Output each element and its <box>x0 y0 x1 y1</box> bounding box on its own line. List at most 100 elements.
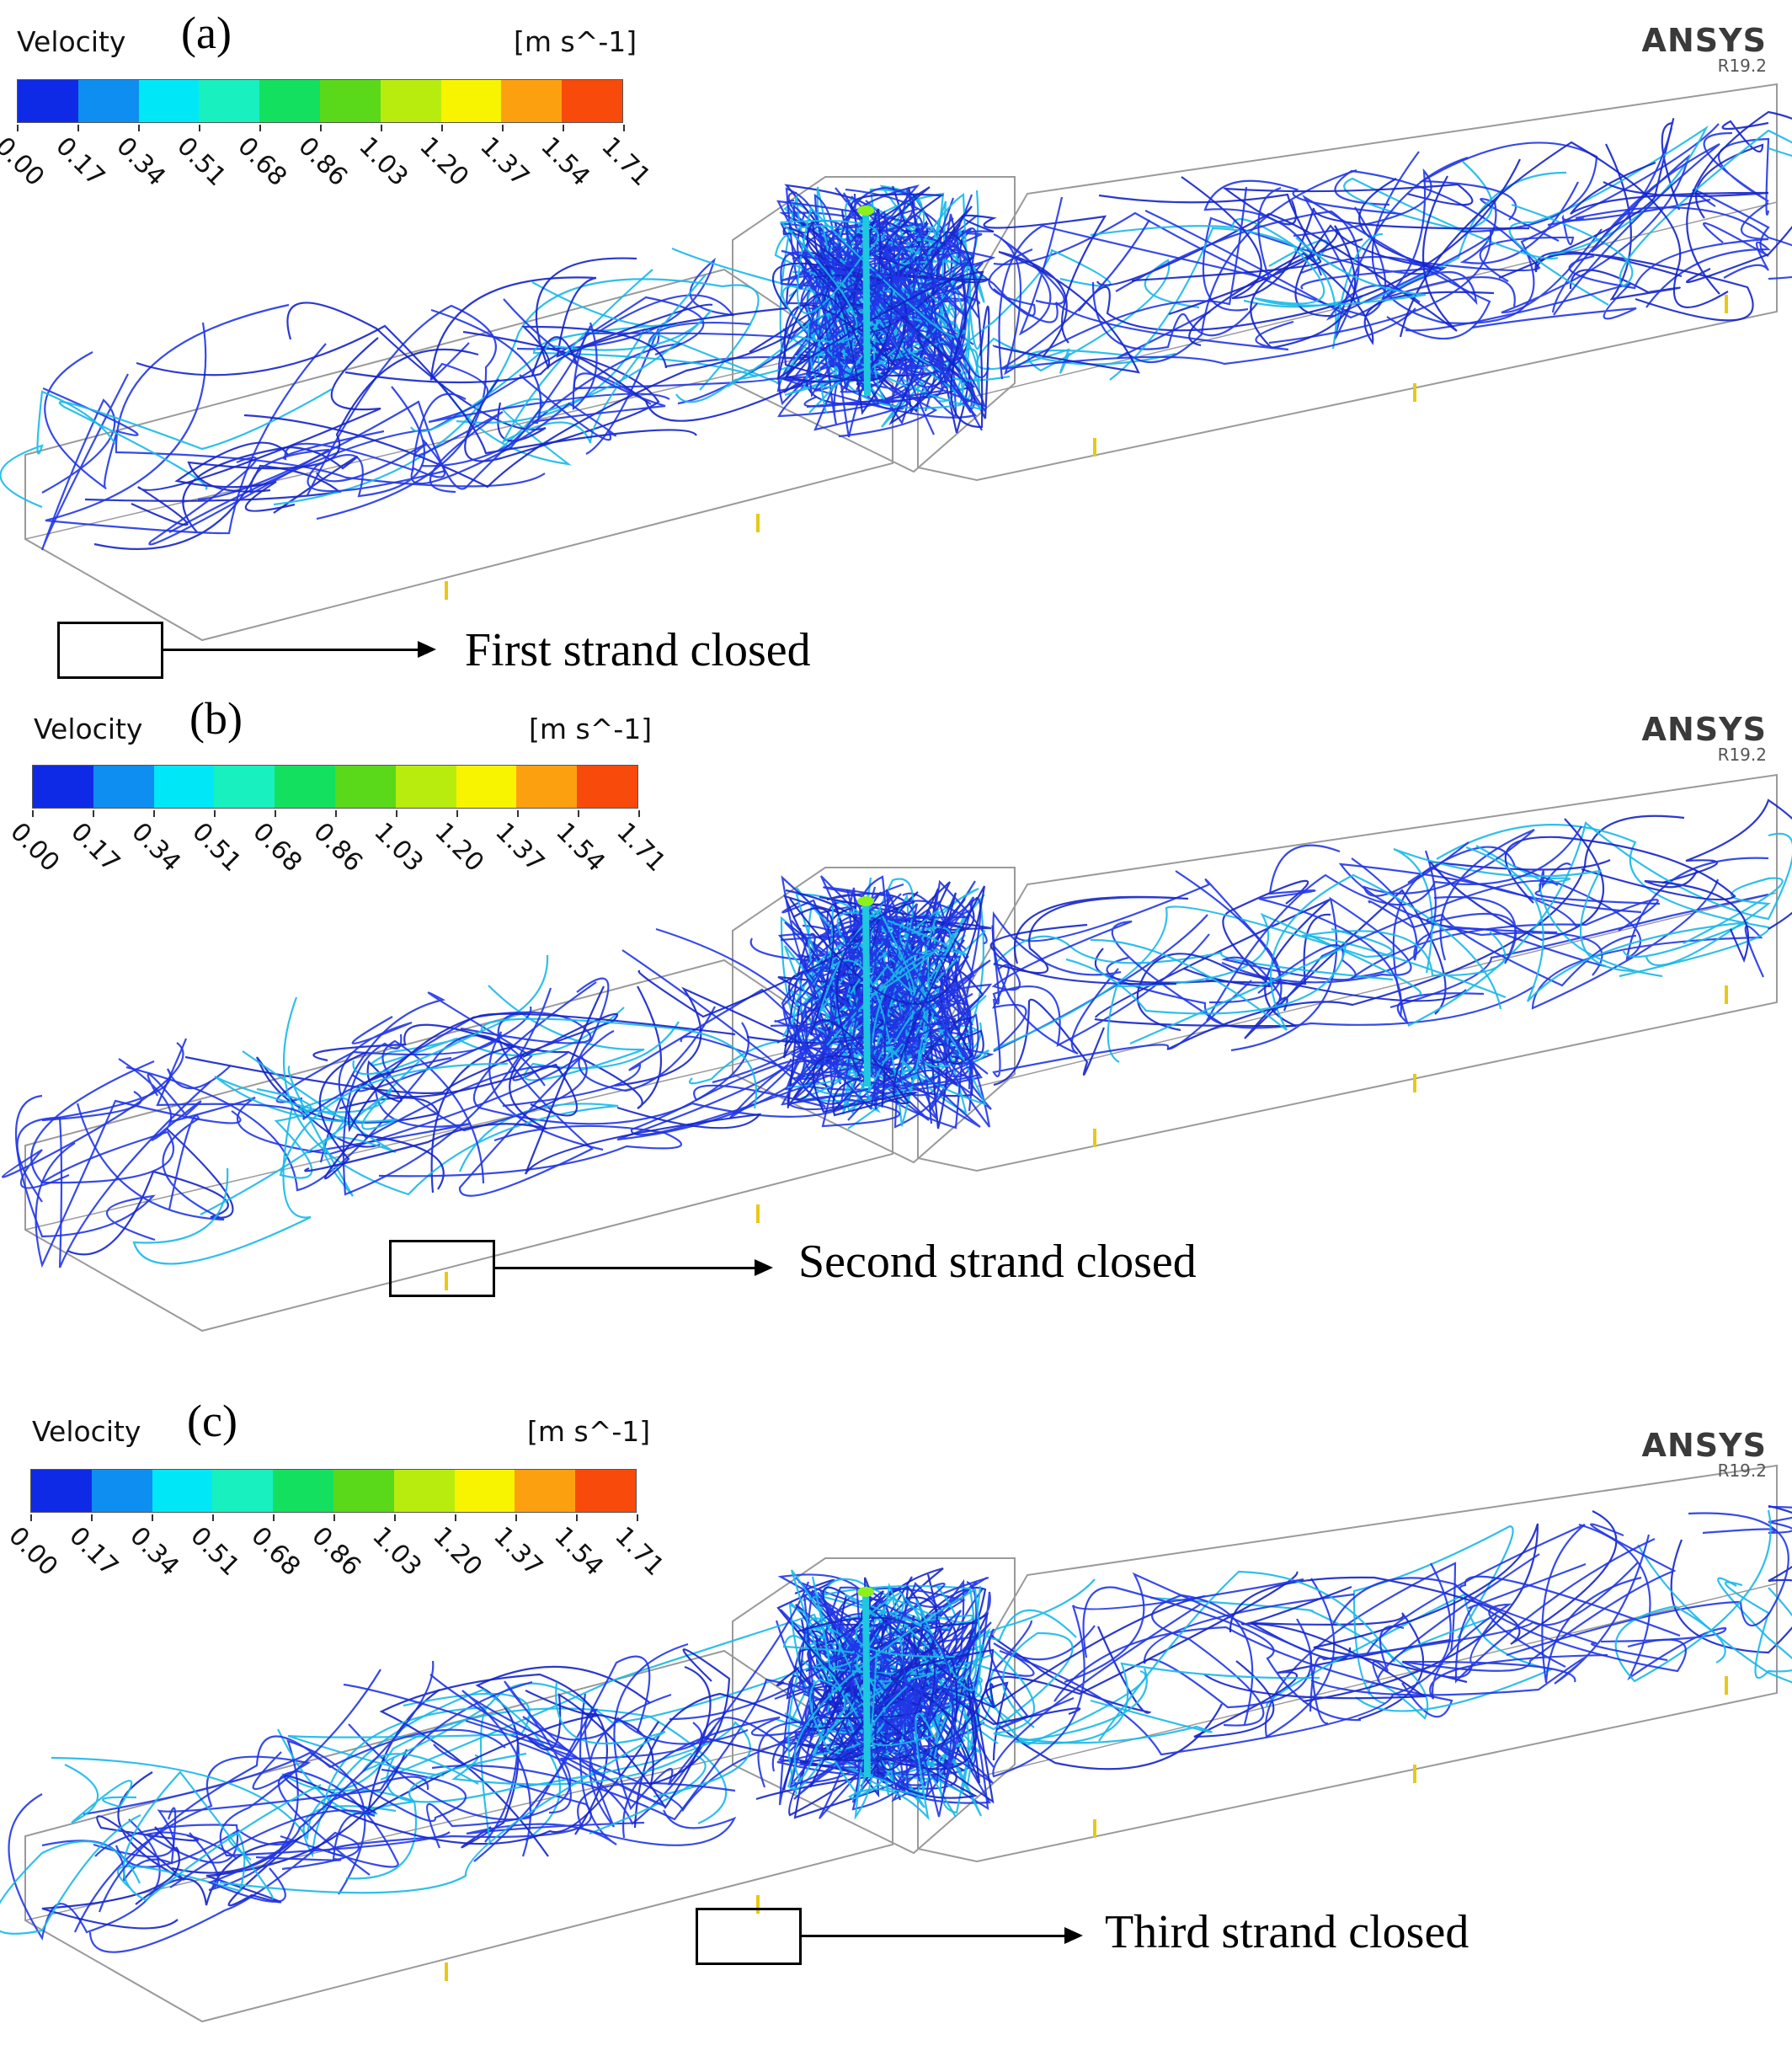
streamline <box>88 1831 360 1953</box>
streamline <box>132 1106 312 1265</box>
streamline <box>1015 1662 1320 1744</box>
ansys-logo: ANSYS R19.2 <box>1642 22 1767 76</box>
streamline <box>1109 227 1384 381</box>
colorbar-tick-mark <box>333 1514 335 1521</box>
domain-edge <box>976 892 1778 1087</box>
streamline <box>1578 1523 1727 1681</box>
streamline <box>1506 1512 1789 1657</box>
streamline <box>1724 1581 1792 1679</box>
streamline <box>1454 1538 1656 1684</box>
colorbar-segment <box>91 1470 152 1512</box>
streamline <box>182 446 359 533</box>
streamline <box>789 885 986 1105</box>
streamline <box>993 186 1248 376</box>
colorbar-tick-mark <box>273 1514 275 1521</box>
streamline <box>342 987 552 1196</box>
colorbar-segment <box>440 80 502 122</box>
streamline <box>1090 873 1502 1031</box>
colorbar-segment <box>18 80 78 122</box>
colorbar-tick-mark <box>212 1514 214 1521</box>
colorbar-tick-label: 0.86 <box>306 1521 367 1582</box>
streamline <box>58 388 333 491</box>
brand-version: R19.2 <box>1717 745 1767 765</box>
streamline <box>0 390 116 509</box>
streamline <box>328 1744 592 1857</box>
colorbar-tick-mark <box>93 810 94 817</box>
colorbar-tick-mark <box>441 125 443 131</box>
streamline <box>282 393 467 472</box>
streamline <box>351 1060 579 1117</box>
streamline <box>304 1053 547 1172</box>
colorbar-segment <box>456 766 517 808</box>
streamline <box>1144 168 1432 319</box>
streamline <box>1479 198 1711 282</box>
streamline <box>1082 1586 1362 1722</box>
streamline <box>307 386 446 498</box>
streamline <box>963 1631 1074 1744</box>
streamline <box>1300 255 1516 307</box>
streamline <box>0 1814 141 1935</box>
streamline <box>283 1721 659 1845</box>
streamline <box>200 1087 392 1215</box>
colorbar-tick-mark <box>637 1514 638 1521</box>
streamline <box>1064 1572 1329 1725</box>
colorbar-segment <box>214 766 275 808</box>
streamline <box>386 1721 751 1803</box>
brand-name: ANSYS <box>1641 1427 1767 1464</box>
streamline <box>1661 798 1792 930</box>
streamline <box>76 1103 225 1221</box>
streamline <box>1501 153 1690 314</box>
streamline <box>1065 943 1347 1045</box>
streamline <box>1419 142 1598 233</box>
inlet-shroud <box>862 1591 871 1778</box>
streamline <box>1229 1510 1618 1645</box>
streamline <box>242 1050 397 1197</box>
streamline <box>1511 129 1792 288</box>
streamline <box>1136 953 1467 1032</box>
colorbar-title: Velocity <box>17 25 126 58</box>
colorbar-segment <box>380 80 441 122</box>
streamline <box>1553 127 1720 316</box>
streamline <box>461 1665 651 1849</box>
streamline <box>430 298 666 425</box>
colorbar-segment <box>199 80 260 122</box>
streamline <box>871 893 972 1112</box>
colorbar-tick-mark <box>138 125 140 131</box>
colorbar-segment <box>153 766 215 808</box>
colorbar-tick-mark <box>214 810 216 817</box>
streamline <box>781 923 981 1087</box>
streamline <box>64 1764 137 1824</box>
colorbar-segment <box>577 766 637 808</box>
panel-a: Velocity (a) [m s^-1] 0.00 0.17 0.34 0.51 0.… <box>0 0 1792 691</box>
ansys-logo: ANSYS R19.2 <box>1642 1427 1767 1481</box>
streamline <box>410 325 592 485</box>
streamline <box>522 1716 749 1745</box>
streamline <box>776 889 957 1101</box>
streamline <box>1402 1523 1677 1672</box>
streamline <box>318 1050 445 1190</box>
closed-strand-marker <box>696 1908 802 1965</box>
streamline <box>41 1826 180 1930</box>
domain-outline <box>917 1464 1778 1863</box>
streamline <box>524 985 762 1175</box>
streamline <box>1399 141 1729 338</box>
streamline <box>992 933 1210 1047</box>
colorbar-tick-label: 0.17 <box>50 131 111 192</box>
streamline <box>169 1057 579 1156</box>
streamline <box>812 1582 985 1723</box>
streamline-scene <box>0 83 1792 642</box>
streamline <box>1401 1615 1576 1683</box>
velocity-colorbar <box>17 79 623 123</box>
streamline <box>992 1578 1304 1778</box>
colorbar-segment <box>395 766 456 808</box>
streamline <box>1151 1594 1265 1727</box>
colorbar-tick-mark <box>455 1514 456 1521</box>
streamline <box>73 1751 312 1933</box>
streamline <box>98 1728 506 1913</box>
streamline-scene <box>2 773 1792 1332</box>
streamline <box>1309 1562 1639 1712</box>
colorbar-tick-label: 1.20 <box>413 131 475 192</box>
colorbar-tick-mark <box>515 1514 517 1521</box>
streamline <box>991 1620 1096 1677</box>
callout-arrow <box>495 1259 773 1276</box>
